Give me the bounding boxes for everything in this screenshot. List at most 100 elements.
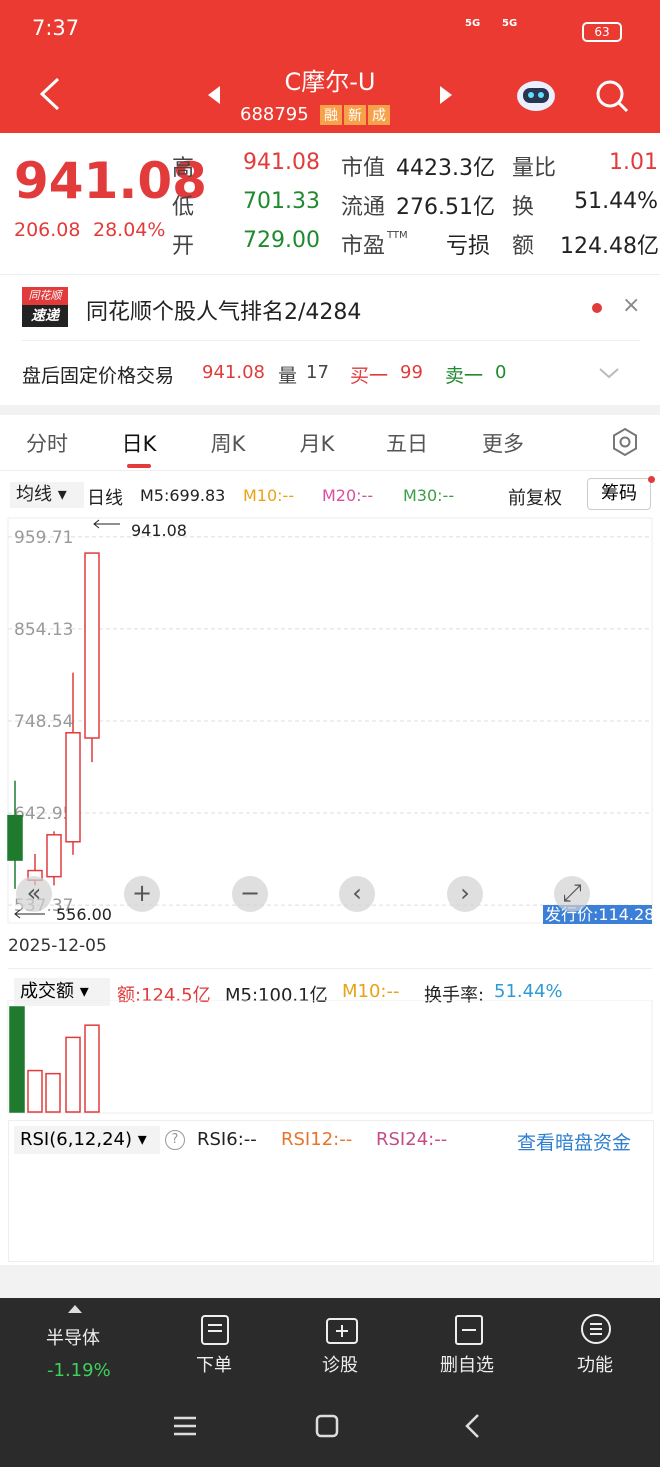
stat-value: 亏损 bbox=[445, 234, 490, 259]
diagnose-icon bbox=[326, 1318, 358, 1344]
close-news[interactable]: × bbox=[622, 293, 641, 318]
bid: 99 bbox=[400, 362, 423, 383]
zoom-button[interactable]: ‹ bbox=[339, 876, 375, 912]
stat-label: 流通 bbox=[341, 195, 386, 220]
search-button[interactable] bbox=[594, 78, 630, 114]
remove-icon bbox=[455, 1315, 483, 1345]
divider bbox=[22, 340, 640, 341]
stat-label: 换 bbox=[512, 195, 535, 220]
settings[interactable] bbox=[610, 427, 640, 457]
nav-order[interactable]: 下单 bbox=[196, 1355, 232, 1376]
ma5: M5:699.83 bbox=[140, 486, 226, 505]
bottom-bar bbox=[0, 1298, 660, 1467]
rsi6: RSI6:-- bbox=[197, 1129, 257, 1150]
expand[interactable] bbox=[598, 366, 620, 380]
overlay-select[interactable]: 均线 ▾ bbox=[10, 482, 84, 508]
overlay: 均线 bbox=[16, 484, 52, 505]
volume-select[interactable]: 成交额 ▾ bbox=[14, 978, 110, 1006]
tab[interactable]: 月K bbox=[299, 432, 335, 456]
unread-dot bbox=[592, 303, 602, 313]
ma20: M20:-- bbox=[322, 486, 374, 505]
chips-button[interactable]: 筹码 bbox=[587, 478, 651, 510]
date-label: 2025-12-05 bbox=[8, 936, 107, 956]
next-stock[interactable] bbox=[438, 84, 454, 106]
y-tick-label: 959.71 bbox=[14, 528, 73, 548]
plot-frame bbox=[7, 1000, 653, 1114]
volume-chart bbox=[7, 1000, 653, 1114]
rsi-select[interactable]: RSI(6,12,24) ▾ bbox=[14, 1126, 160, 1154]
after-hours-price: 941.08 bbox=[202, 362, 265, 383]
volume-ma10: M10:-- bbox=[342, 981, 400, 1002]
nav-remove[interactable]: 删自选 bbox=[440, 1355, 494, 1376]
stock-title: C摩尔-U bbox=[284, 68, 376, 96]
tab-indicator bbox=[127, 464, 151, 468]
tag: 成 bbox=[368, 105, 390, 125]
robot-icon[interactable] bbox=[514, 76, 558, 114]
logo-top: 同花顺 bbox=[22, 287, 68, 305]
rsi12: RSI12:-- bbox=[281, 1129, 353, 1150]
tab[interactable]: 五日 bbox=[386, 432, 428, 456]
candle-body bbox=[65, 732, 81, 843]
sector-arrow bbox=[68, 1305, 82, 1313]
stat-value: 4423.3亿 bbox=[396, 156, 495, 181]
turnover-label: 换手率: bbox=[424, 985, 485, 1006]
last-price: 941.08 bbox=[14, 152, 207, 210]
stat-value: 124.48亿 bbox=[560, 234, 659, 259]
news-logo: 同花顺 速递 bbox=[22, 287, 68, 329]
back-button[interactable] bbox=[36, 76, 66, 112]
tab[interactable]: 更多 bbox=[482, 432, 524, 456]
high-arrow-head bbox=[93, 519, 100, 529]
zoom-button[interactable]: ⤢ bbox=[554, 876, 590, 912]
tab[interactable]: 日K bbox=[121, 432, 157, 456]
volume-bar bbox=[9, 1006, 25, 1113]
tags: 融 新 成 bbox=[320, 105, 390, 125]
separator bbox=[0, 405, 660, 415]
bid-label: 买一 bbox=[350, 365, 389, 387]
volume-indicator: 成交额 bbox=[20, 981, 74, 1002]
zoom-button[interactable]: + bbox=[124, 876, 160, 912]
nav-function[interactable]: 功能 bbox=[577, 1355, 613, 1376]
divider bbox=[0, 274, 660, 275]
zoom-button[interactable]: › bbox=[447, 876, 483, 912]
badge bbox=[648, 476, 655, 483]
news-text[interactable]: 同花顺个股人气排名2/4284 bbox=[86, 300, 362, 325]
divider bbox=[8, 968, 652, 969]
battery: 63 bbox=[582, 22, 622, 42]
tab[interactable]: 周K bbox=[210, 432, 246, 456]
sector[interactable]: 半导体 bbox=[46, 1328, 100, 1349]
after-hours-volume: 17 bbox=[306, 362, 329, 383]
tab[interactable]: 分时 bbox=[26, 432, 68, 456]
volume-ma5: M5:100.1亿 bbox=[225, 985, 328, 1006]
kline-chart: 959.71854.13748.54642.95537.37941.08556.… bbox=[7, 517, 654, 924]
dark-pool-link[interactable]: 查看暗盘资金 bbox=[517, 1132, 632, 1154]
nav-diagnose[interactable]: 诊股 bbox=[322, 1355, 358, 1376]
after-hours-volume-label: 量 bbox=[278, 365, 298, 387]
ma30: M30:-- bbox=[403, 486, 455, 505]
rsi-indicator: RSI(6,12,24) bbox=[20, 1129, 132, 1150]
divider bbox=[0, 470, 660, 471]
ask: 0 bbox=[495, 362, 507, 383]
ask-label: 卖一 bbox=[445, 365, 484, 387]
volume-amount: 额:124.5亿 bbox=[117, 985, 211, 1006]
time: 7:37 bbox=[32, 16, 80, 40]
price-change-pct: 28.04% bbox=[93, 219, 166, 241]
volume-bar bbox=[45, 1072, 61, 1113]
prev-stock[interactable] bbox=[206, 84, 222, 106]
zoom-button[interactable]: « bbox=[16, 876, 52, 912]
volume-bar bbox=[27, 1069, 43, 1113]
separator bbox=[0, 1265, 660, 1298]
zoom-button[interactable]: − bbox=[232, 876, 268, 912]
order-icon bbox=[201, 1315, 229, 1345]
low-arrow-head bbox=[14, 909, 21, 919]
help[interactable]: ? bbox=[165, 1130, 185, 1150]
tag: 新 bbox=[344, 105, 366, 125]
volume-bar bbox=[84, 1024, 100, 1113]
candle-body bbox=[84, 552, 100, 739]
sector-change: -1.19% bbox=[47, 1360, 111, 1381]
stat-label-suffix: TTM bbox=[387, 230, 408, 241]
tag: 融 bbox=[320, 105, 342, 125]
adjust[interactable]: 前复权 bbox=[508, 488, 562, 509]
network: 5G bbox=[465, 18, 481, 29]
rsi24: RSI24:-- bbox=[376, 1129, 448, 1150]
